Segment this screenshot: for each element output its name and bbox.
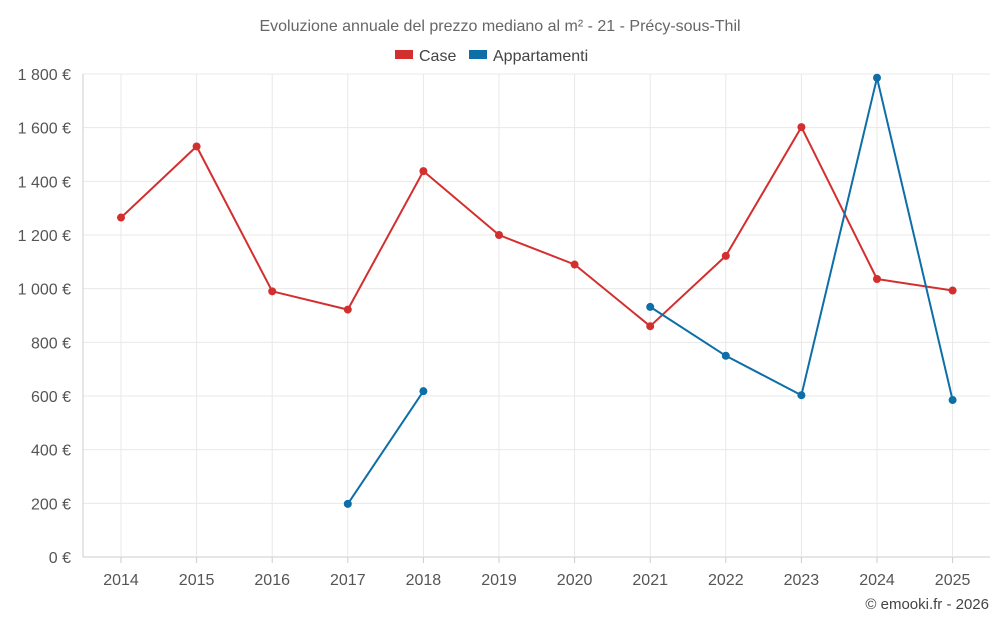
y-axis: 0 € 200 € 400 € 600 € 800 € 1 000 € 1 200 € 1 4… xyxy=(18,67,71,567)
data-point-appartamenti[interactable] xyxy=(419,387,428,396)
legend-item-appartamenti[interactable]: Appartamenti xyxy=(469,48,588,65)
y-tick-label: 1 000 € xyxy=(18,282,71,299)
y-tick-label: 1 800 € xyxy=(18,67,71,84)
data-point-case[interactable] xyxy=(873,275,881,284)
series-case xyxy=(117,123,957,331)
data-point-appartamenti[interactable] xyxy=(646,302,655,311)
credit-text: © emooki.fr - 2026 xyxy=(865,596,989,613)
data-point-case[interactable] xyxy=(343,305,352,314)
series xyxy=(117,73,957,508)
x-tick-label: 2015 xyxy=(179,572,215,589)
y-tick-label: 200 € xyxy=(31,496,71,513)
x-tick-label: 2019 xyxy=(481,572,517,589)
data-point-case[interactable] xyxy=(192,142,201,151)
data-point-case[interactable] xyxy=(570,260,579,269)
data-point-case[interactable] xyxy=(495,231,503,239)
y-tick-label: 0 € xyxy=(49,550,71,567)
x-tick-label: 2018 xyxy=(406,572,442,589)
data-point-case[interactable] xyxy=(646,322,655,331)
x-tick-label: 2020 xyxy=(557,572,593,589)
legend-swatch-case xyxy=(395,50,413,59)
data-point-case[interactable] xyxy=(268,287,277,296)
y-tick-label: 400 € xyxy=(31,443,71,460)
x-tick-label: 2017 xyxy=(330,572,366,589)
x-axis: 2014 2015 2016 2017 2018 2019 2020 2021 2022 2023… xyxy=(103,557,970,589)
y-tick-label: 800 € xyxy=(31,335,71,352)
grid xyxy=(82,73,990,558)
x-tick-label: 2022 xyxy=(708,572,744,589)
chart-title: Evoluzione annuale del prezzo mediano al… xyxy=(259,18,740,35)
data-point-appartamenti[interactable] xyxy=(721,351,730,360)
x-tick-label: 2014 xyxy=(103,572,139,589)
legend-item-case[interactable]: Case xyxy=(395,48,456,65)
y-tick-label: 1 200 € xyxy=(18,228,71,245)
data-point-case[interactable] xyxy=(948,286,957,295)
y-tick-label: 600 € xyxy=(31,389,71,406)
legend-label-case: Case xyxy=(419,48,456,65)
data-point-appartamenti[interactable] xyxy=(873,73,881,82)
x-tick-label: 2023 xyxy=(784,572,820,589)
data-point-appartamenti[interactable] xyxy=(948,396,957,405)
y-tick-label: 1 400 € xyxy=(18,174,71,191)
y-tick-label: 1 600 € xyxy=(18,121,71,138)
legend: Case Appartamenti xyxy=(395,48,588,65)
x-tick-label: 2021 xyxy=(632,572,668,589)
series-appartamenti xyxy=(343,73,957,508)
data-point-appartamenti[interactable] xyxy=(797,391,806,400)
x-tick-label: 2016 xyxy=(254,572,290,589)
data-point-case[interactable] xyxy=(419,167,428,176)
data-point-case[interactable] xyxy=(117,213,125,222)
x-tick-label: 2025 xyxy=(935,572,971,589)
data-point-case[interactable] xyxy=(721,251,730,260)
data-point-appartamenti[interactable] xyxy=(343,499,352,508)
data-point-case[interactable] xyxy=(797,123,806,132)
series-line-case xyxy=(120,126,953,328)
legend-swatch-appartamenti xyxy=(469,50,487,59)
x-tick-label: 2024 xyxy=(859,572,895,589)
legend-label-appartamenti: Appartamenti xyxy=(493,48,588,65)
